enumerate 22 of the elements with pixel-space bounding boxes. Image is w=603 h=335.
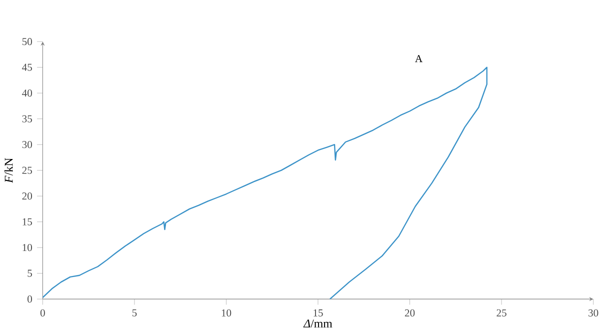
- y-tick-label: 0: [28, 296, 32, 303]
- x-tick-label: 10: [222, 310, 232, 317]
- line-series: [42, 66, 488, 300]
- y-tick-label: 5: [28, 270, 32, 277]
- y-tick-label: 45: [22, 64, 32, 72]
- x-tick-label: 25: [496, 310, 506, 317]
- annotation: A: [415, 55, 423, 62]
- y-tick-label: 25: [22, 166, 32, 174]
- y-tick-label: 20: [22, 192, 32, 200]
- y-tick-label: 30: [22, 141, 32, 148]
- y-tick-label: 15: [22, 218, 32, 226]
- x-tick-label: 20: [404, 310, 415, 317]
- y-tick-label: 10: [22, 244, 32, 252]
- y-tick-label: 35: [22, 115, 32, 123]
- x-tick-label: 0: [40, 310, 45, 317]
- x-tick-label: 5: [132, 310, 137, 317]
- y-tick-label: 50: [22, 38, 32, 46]
- y-tick-label: 40: [22, 90, 32, 97]
- x-tick-label: 30: [588, 310, 598, 317]
- y-axis-title: F/kN: [4, 158, 13, 184]
- x-axis-title: Δ/mm: [303, 320, 332, 328]
- x-tick-label: 15: [314, 310, 323, 317]
